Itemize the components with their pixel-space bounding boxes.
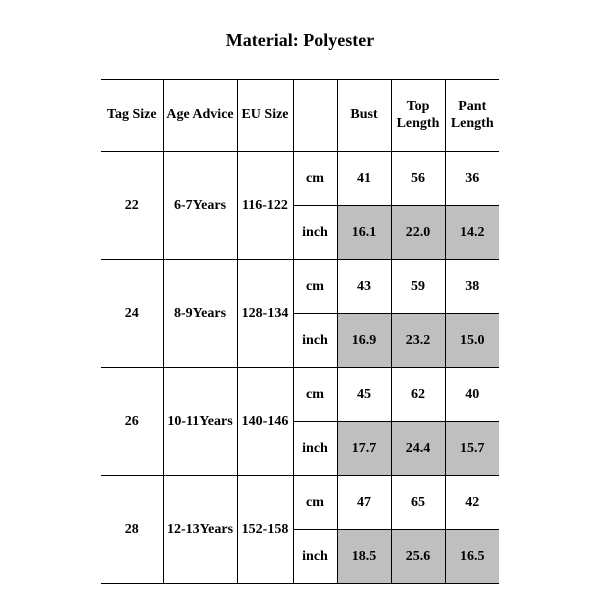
- cell-pant-length-cm: 42: [445, 476, 499, 530]
- cell-pant-length-cm: 36: [445, 152, 499, 206]
- cell-top-length-inch: 24.4: [391, 422, 445, 476]
- col-tag-size: Tag Size: [101, 80, 163, 152]
- cell-pant-length-inch: 15.0: [445, 314, 499, 368]
- cell-unit-cm: cm: [293, 152, 337, 206]
- table-row: 22 6-7Years 116-122 cm 41 56 36: [101, 152, 499, 206]
- cell-top-length-inch: 23.2: [391, 314, 445, 368]
- cell-top-length-cm: 59: [391, 260, 445, 314]
- cell-eu-size: 152-158: [237, 476, 293, 584]
- col-bust: Bust: [337, 80, 391, 152]
- cell-unit-cm: cm: [293, 476, 337, 530]
- cell-pant-length-cm: 40: [445, 368, 499, 422]
- col-eu-size: EU Size: [237, 80, 293, 152]
- cell-age-advice: 6-7Years: [163, 152, 237, 260]
- cell-age-advice: 10-11Years: [163, 368, 237, 476]
- cell-unit-inch: inch: [293, 530, 337, 584]
- cell-pant-length-inch: 16.5: [445, 530, 499, 584]
- cell-pant-length-inch: 14.2: [445, 206, 499, 260]
- size-table: Tag Size Age Advice EU Size Bust Top Len…: [101, 79, 499, 584]
- page: Material: Polyester Tag Size Age Advice …: [0, 0, 600, 600]
- col-unit: [293, 80, 337, 152]
- table-header-row: Tag Size Age Advice EU Size Bust Top Len…: [101, 80, 499, 152]
- col-top-length: Top Length: [391, 80, 445, 152]
- cell-bust-cm: 45: [337, 368, 391, 422]
- cell-top-length-inch: 25.6: [391, 530, 445, 584]
- cell-tag-size: 22: [101, 152, 163, 260]
- table-row: 28 12-13Years 152-158 cm 47 65 42: [101, 476, 499, 530]
- col-age-advice: Age Advice: [163, 80, 237, 152]
- cell-bust-cm: 47: [337, 476, 391, 530]
- cell-age-advice: 12-13Years: [163, 476, 237, 584]
- table-row: 24 8-9Years 128-134 cm 43 59 38: [101, 260, 499, 314]
- cell-pant-length-inch: 15.7: [445, 422, 499, 476]
- cell-eu-size: 140-146: [237, 368, 293, 476]
- col-pant-length: Pant Length: [445, 80, 499, 152]
- cell-tag-size: 24: [101, 260, 163, 368]
- table-row: 26 10-11Years 140-146 cm 45 62 40: [101, 368, 499, 422]
- cell-bust-inch: 16.1: [337, 206, 391, 260]
- cell-unit-cm: cm: [293, 260, 337, 314]
- cell-eu-size: 116-122: [237, 152, 293, 260]
- cell-tag-size: 26: [101, 368, 163, 476]
- cell-top-length-cm: 56: [391, 152, 445, 206]
- cell-unit-cm: cm: [293, 368, 337, 422]
- cell-bust-cm: 43: [337, 260, 391, 314]
- cell-bust-inch: 16.9: [337, 314, 391, 368]
- cell-unit-inch: inch: [293, 206, 337, 260]
- cell-bust-inch: 17.7: [337, 422, 391, 476]
- cell-tag-size: 28: [101, 476, 163, 584]
- cell-top-length-cm: 62: [391, 368, 445, 422]
- cell-bust-inch: 18.5: [337, 530, 391, 584]
- cell-top-length-cm: 65: [391, 476, 445, 530]
- cell-age-advice: 8-9Years: [163, 260, 237, 368]
- cell-unit-inch: inch: [293, 422, 337, 476]
- cell-pant-length-cm: 38: [445, 260, 499, 314]
- page-title: Material: Polyester: [0, 30, 600, 51]
- cell-bust-cm: 41: [337, 152, 391, 206]
- cell-top-length-inch: 22.0: [391, 206, 445, 260]
- cell-unit-inch: inch: [293, 314, 337, 368]
- cell-eu-size: 128-134: [237, 260, 293, 368]
